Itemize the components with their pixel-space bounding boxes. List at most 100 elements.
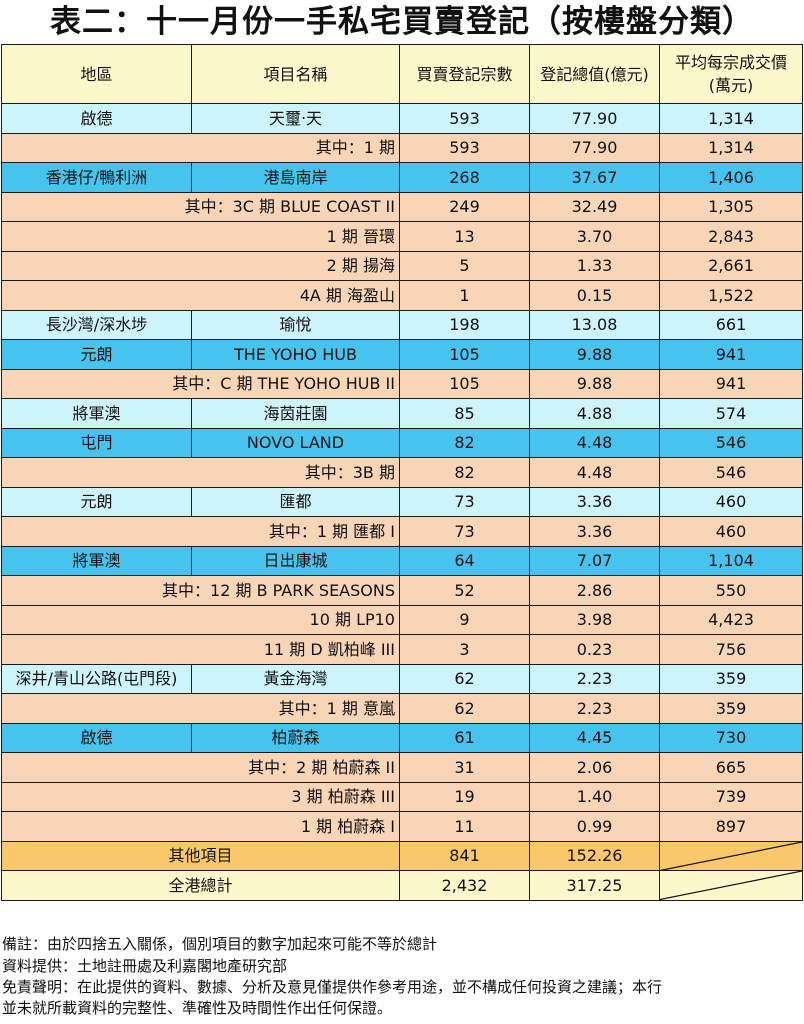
- avg-cell: 1,406: [659, 162, 803, 193]
- count-cell: 105: [399, 339, 530, 370]
- value-cell: 3.70: [529, 221, 660, 252]
- avg-cell: 897: [659, 811, 803, 842]
- table-row: 2 期 揚海 5 1.33 2,661: [1, 250, 803, 281]
- project-cell: 1 期 柏蔚森 I: [1, 811, 400, 842]
- header-district: 地區: [1, 44, 192, 104]
- project-cell: 1 期 晉環: [1, 221, 400, 252]
- project-cell: 11 期 D 凱柏峰 III: [1, 634, 400, 665]
- count-cell: 249: [399, 191, 530, 222]
- count-cell: 73: [399, 486, 530, 517]
- note-disclaimer-2: 並未就所載資料的完整性、準確性及時間性作出任何保證。: [2, 999, 393, 1017]
- avg-cell: 756: [659, 634, 803, 665]
- district-cell: 屯門: [1, 427, 192, 458]
- district-cell: 啟德: [1, 103, 192, 134]
- other-row: 其他項目 841 152.26: [1, 840, 803, 871]
- header-row: 地區 項目名稱 買賣登記宗數 登記總值(億元) 平均每宗成交價 (萬元): [1, 44, 803, 104]
- district-cell: 元朗: [1, 486, 192, 517]
- table-row: 1 期 晉環 13 3.70 2,843: [1, 221, 803, 252]
- table-row: 元朗 匯都 73 3.36 460: [1, 486, 803, 517]
- table-row: 屯門 NOVO LAND 82 4.48 546: [1, 427, 803, 458]
- project-cell: 4A 期 海盈山: [1, 280, 400, 311]
- value-cell: 37.67: [529, 162, 660, 193]
- value-cell: 9.88: [529, 368, 660, 399]
- value-cell: 1.40: [529, 781, 660, 812]
- table-row: 香港仔/鴨利洲 港島南岸 268 37.67 1,406: [1, 162, 803, 193]
- header-value: 登記總值(億元): [529, 44, 660, 104]
- value-cell: 4.45: [529, 722, 660, 753]
- value-cell: 0.15: [529, 280, 660, 311]
- project-cell: 黃金海灣: [191, 663, 400, 694]
- count-cell: 62: [399, 693, 530, 724]
- other-count: 841: [399, 840, 530, 871]
- note-source: 資料提供：土地註冊處及利嘉閣地產研究部: [2, 957, 288, 975]
- value-cell: 3.36: [529, 516, 660, 547]
- page-title: 表二：十一月份一手私宅買賣登記（按樓盤分類）: [50, 4, 754, 40]
- note-disclaimer-1: 免責聲明：在此提供的資料、數據、分析及意見僅提供作參考用途，並不構成任何投資之建…: [2, 978, 663, 996]
- total-value: 317.25: [529, 870, 660, 901]
- count-cell: 1: [399, 280, 530, 311]
- count-cell: 105: [399, 368, 530, 399]
- project-cell: 其中：1 期 匯都 I: [1, 516, 400, 547]
- avg-cell: 2,843: [659, 221, 803, 252]
- avg-cell: 359: [659, 663, 803, 694]
- header-count: 買賣登記宗數: [399, 44, 530, 104]
- transaction-table: 地區 項目名稱 買賣登記宗數 登記總值(億元) 平均每宗成交價 (萬元) 啟德天…: [1, 44, 803, 901]
- value-cell: 4.88: [529, 398, 660, 429]
- table-row: 其中：C 期 THE YOHO HUB II 105 9.88 941: [1, 368, 803, 399]
- table-row: 其中：1 期 匯都 I 73 3.36 460: [1, 516, 803, 547]
- table-row: 將軍澳 海茵莊園 85 4.88 574: [1, 398, 803, 429]
- project-cell: 其中：1 期: [1, 132, 400, 163]
- table-row: 其中：3C 期 BLUE COAST II 249 32.49 1,305: [1, 191, 803, 222]
- avg-cell: 1,314: [659, 103, 803, 134]
- note-rounding: 備註：由於四捨五入關係，個別項目的數字加起來可能不等於總計: [2, 935, 438, 953]
- count-cell: 64: [399, 545, 530, 576]
- count-cell: 13: [399, 221, 530, 252]
- avg-cell: 546: [659, 457, 803, 488]
- header-avg: 平均每宗成交價 (萬元): [659, 44, 803, 104]
- table-row: 其中：3B 期 82 4.48 546: [1, 457, 803, 488]
- avg-cell: 460: [659, 516, 803, 547]
- district-cell: 長沙灣/深水埗: [1, 309, 192, 340]
- avg-cell: 941: [659, 339, 803, 370]
- avg-cell: 1,305: [659, 191, 803, 222]
- table-row: 啟德 柏蔚森 61 4.45 730: [1, 722, 803, 753]
- count-cell: 61: [399, 722, 530, 753]
- avg-cell: 2,661: [659, 250, 803, 281]
- count-cell: 268: [399, 162, 530, 193]
- avg-cell: 661: [659, 309, 803, 340]
- count-cell: 593: [399, 103, 530, 134]
- count-cell: 52: [399, 575, 530, 606]
- district-cell: 將軍澳: [1, 545, 192, 576]
- project-cell: 瑜悅: [191, 309, 400, 340]
- avg-cell: 739: [659, 781, 803, 812]
- project-cell: NOVO LAND: [191, 427, 400, 458]
- project-cell: 港島南岸: [191, 162, 400, 193]
- project-cell: 天璽‧天: [191, 103, 400, 134]
- count-cell: 82: [399, 457, 530, 488]
- project-cell: 海茵莊園: [191, 398, 400, 429]
- avg-cell: 359: [659, 693, 803, 724]
- avg-cell: 730: [659, 722, 803, 753]
- table-row: 4A 期 海盈山 1 0.15 1,522: [1, 280, 803, 311]
- avg-cell: 550: [659, 575, 803, 606]
- other-label: 其他項目: [1, 840, 400, 871]
- table-row: 長沙灣/深水埗 瑜悅 198 13.08 661: [1, 309, 803, 340]
- project-cell: 日出康城: [191, 545, 400, 576]
- header-avg-line1: 平均每宗成交價: [674, 53, 787, 72]
- value-cell: 1.33: [529, 250, 660, 281]
- count-cell: 62: [399, 663, 530, 694]
- avg-cell: 460: [659, 486, 803, 517]
- value-cell: 7.07: [529, 545, 660, 576]
- district-cell: 香港仔/鴨利洲: [1, 162, 192, 193]
- district-cell: 元朗: [1, 339, 192, 370]
- avg-cell: 574: [659, 398, 803, 429]
- project-cell: 其中：1 期 意嵐: [1, 693, 400, 724]
- header-avg-line2: (萬元): [708, 76, 754, 95]
- value-cell: 0.23: [529, 634, 660, 665]
- value-cell: 3.98: [529, 604, 660, 635]
- value-cell: 4.48: [529, 457, 660, 488]
- count-cell: 11: [399, 811, 530, 842]
- table-row: 3 期 柏蔚森 III 19 1.40 739: [1, 781, 803, 812]
- value-cell: 32.49: [529, 191, 660, 222]
- district-cell: 啟德: [1, 722, 192, 753]
